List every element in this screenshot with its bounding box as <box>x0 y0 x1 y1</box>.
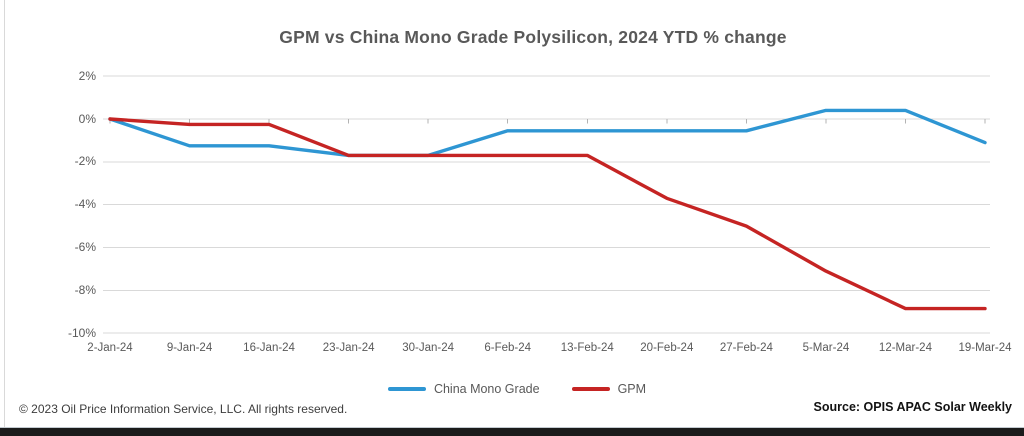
y-tick-label: -10% <box>67 325 96 340</box>
x-tick-label: 6-Feb-24 <box>484 342 532 354</box>
y-tick-label: -6% <box>74 240 96 255</box>
x-tick-label: 23-Jan-24 <box>322 342 375 354</box>
legend-item-gpm[interactable]: GPM <box>571 382 647 396</box>
x-tick-label: 16-Jan-24 <box>243 342 295 354</box>
legend-item-china-mono-grade[interactable]: China Mono Grade <box>387 382 540 396</box>
legend: China Mono Grade GPM <box>10 380 1024 398</box>
x-tick-label: 30-Jan-24 <box>402 342 455 354</box>
y-tick-label: 0% <box>78 111 96 126</box>
source-text: Source: OPIS APAC Solar Weekly <box>813 400 1012 414</box>
copyright-text: © 2023 Oil Price Information Service, LL… <box>19 402 348 416</box>
legend-label-gpm: GPM <box>617 382 647 396</box>
x-tick-label: 20-Feb-24 <box>640 342 694 354</box>
left-border-line <box>4 0 5 427</box>
x-tick-label: 5-Mar-24 <box>802 342 850 354</box>
blue-line-swatch-icon <box>387 387 426 391</box>
red-line-swatch-icon <box>571 387 610 391</box>
bottom-hairline <box>0 427 1024 428</box>
x-tick-label: 19-Mar-24 <box>958 342 1012 354</box>
bottom-bar <box>0 428 1024 436</box>
y-tick-label: -4% <box>74 197 96 212</box>
x-tick-label: 2-Jan-24 <box>87 342 133 354</box>
x-tick-label: 9-Jan-24 <box>166 342 213 354</box>
y-tick-label: 2% <box>78 68 96 83</box>
x-tick-label: 13-Feb-24 <box>560 342 614 354</box>
y-tick-label: -2% <box>74 154 96 169</box>
series-line-china-mono-grade <box>108 108 987 158</box>
legend-label-china-mono-grade: China Mono Grade <box>433 382 540 396</box>
x-tick-label: 12-Mar-24 <box>878 342 932 354</box>
x-tick-label: 27-Feb-24 <box>719 342 773 354</box>
chart-title: GPM vs China Mono Grade Polysilicon, 202… <box>279 27 787 47</box>
y-tick-label: -8% <box>74 282 96 297</box>
series-line-gpm <box>108 117 987 311</box>
